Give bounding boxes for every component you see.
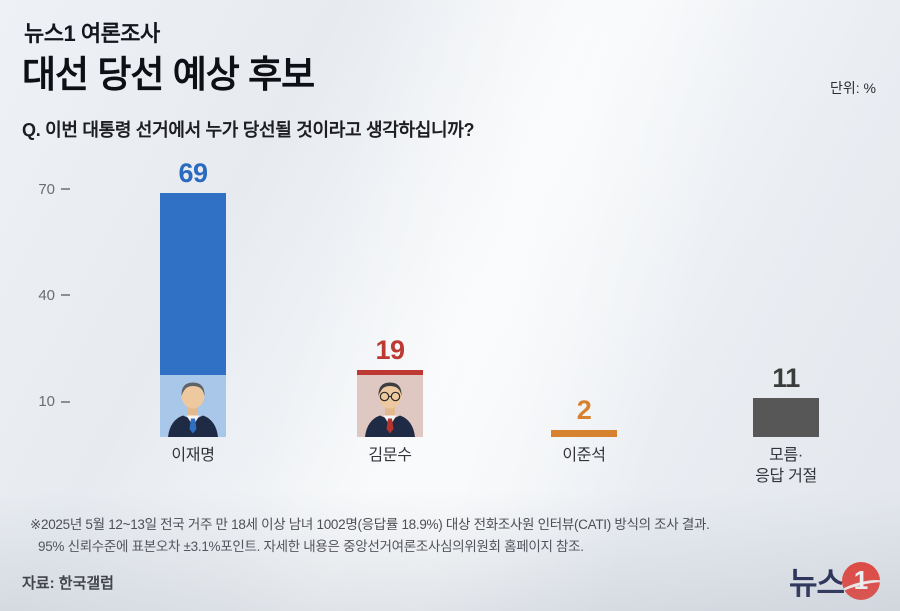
y-axis-tick: 10 [20, 392, 70, 412]
y-axis-tick: 40 [20, 285, 70, 305]
bar-label: 모름· 응답 거절 [755, 447, 817, 485]
bar-label: 이준석 [562, 447, 606, 464]
news1-logo: 뉴스 1 [789, 558, 880, 603]
bar-value: 2 [576, 394, 592, 425]
logo-badge-icon: 1 [842, 561, 880, 600]
bar-4 [753, 398, 819, 437]
candidate-photo [357, 374, 423, 437]
tick-dash [61, 294, 70, 297]
kicker: 뉴스1 여론조사 [24, 21, 160, 46]
tick-dash [61, 188, 70, 191]
y-axis-tick: 70 [20, 179, 70, 199]
source-label: 자료: 한국갤럽 [22, 575, 114, 592]
page-title: 대선 당선 예상 후보 [22, 54, 315, 95]
bar-label: 이재명 [171, 447, 215, 464]
tick-dash [61, 400, 70, 403]
footnote-line2: 95% 신뢰수준에 표본오차 ±3.1%포인트. 자세한 내용은 중앙선거여론조… [38, 539, 584, 554]
survey-question: Q. 이번 대통령 선거에서 누가 당선될 것이라고 생각하십니까? [22, 120, 475, 140]
bar-label: 김문수 [368, 447, 412, 464]
unit-label: 단위: % [830, 80, 876, 96]
logo-text: 뉴스 [788, 566, 845, 601]
bar-1 [160, 192, 226, 437]
footnote-line1: ※2025년 5월 12~13일 전국 거주 만 18세 이상 남녀 1002명… [30, 517, 710, 532]
candidate-photo [160, 374, 226, 437]
bar-value: 11 [772, 363, 800, 394]
bar-2 [357, 369, 423, 437]
bar-value: 19 [375, 334, 405, 365]
bar-3 [551, 429, 617, 437]
bar-value: 69 [178, 157, 208, 188]
